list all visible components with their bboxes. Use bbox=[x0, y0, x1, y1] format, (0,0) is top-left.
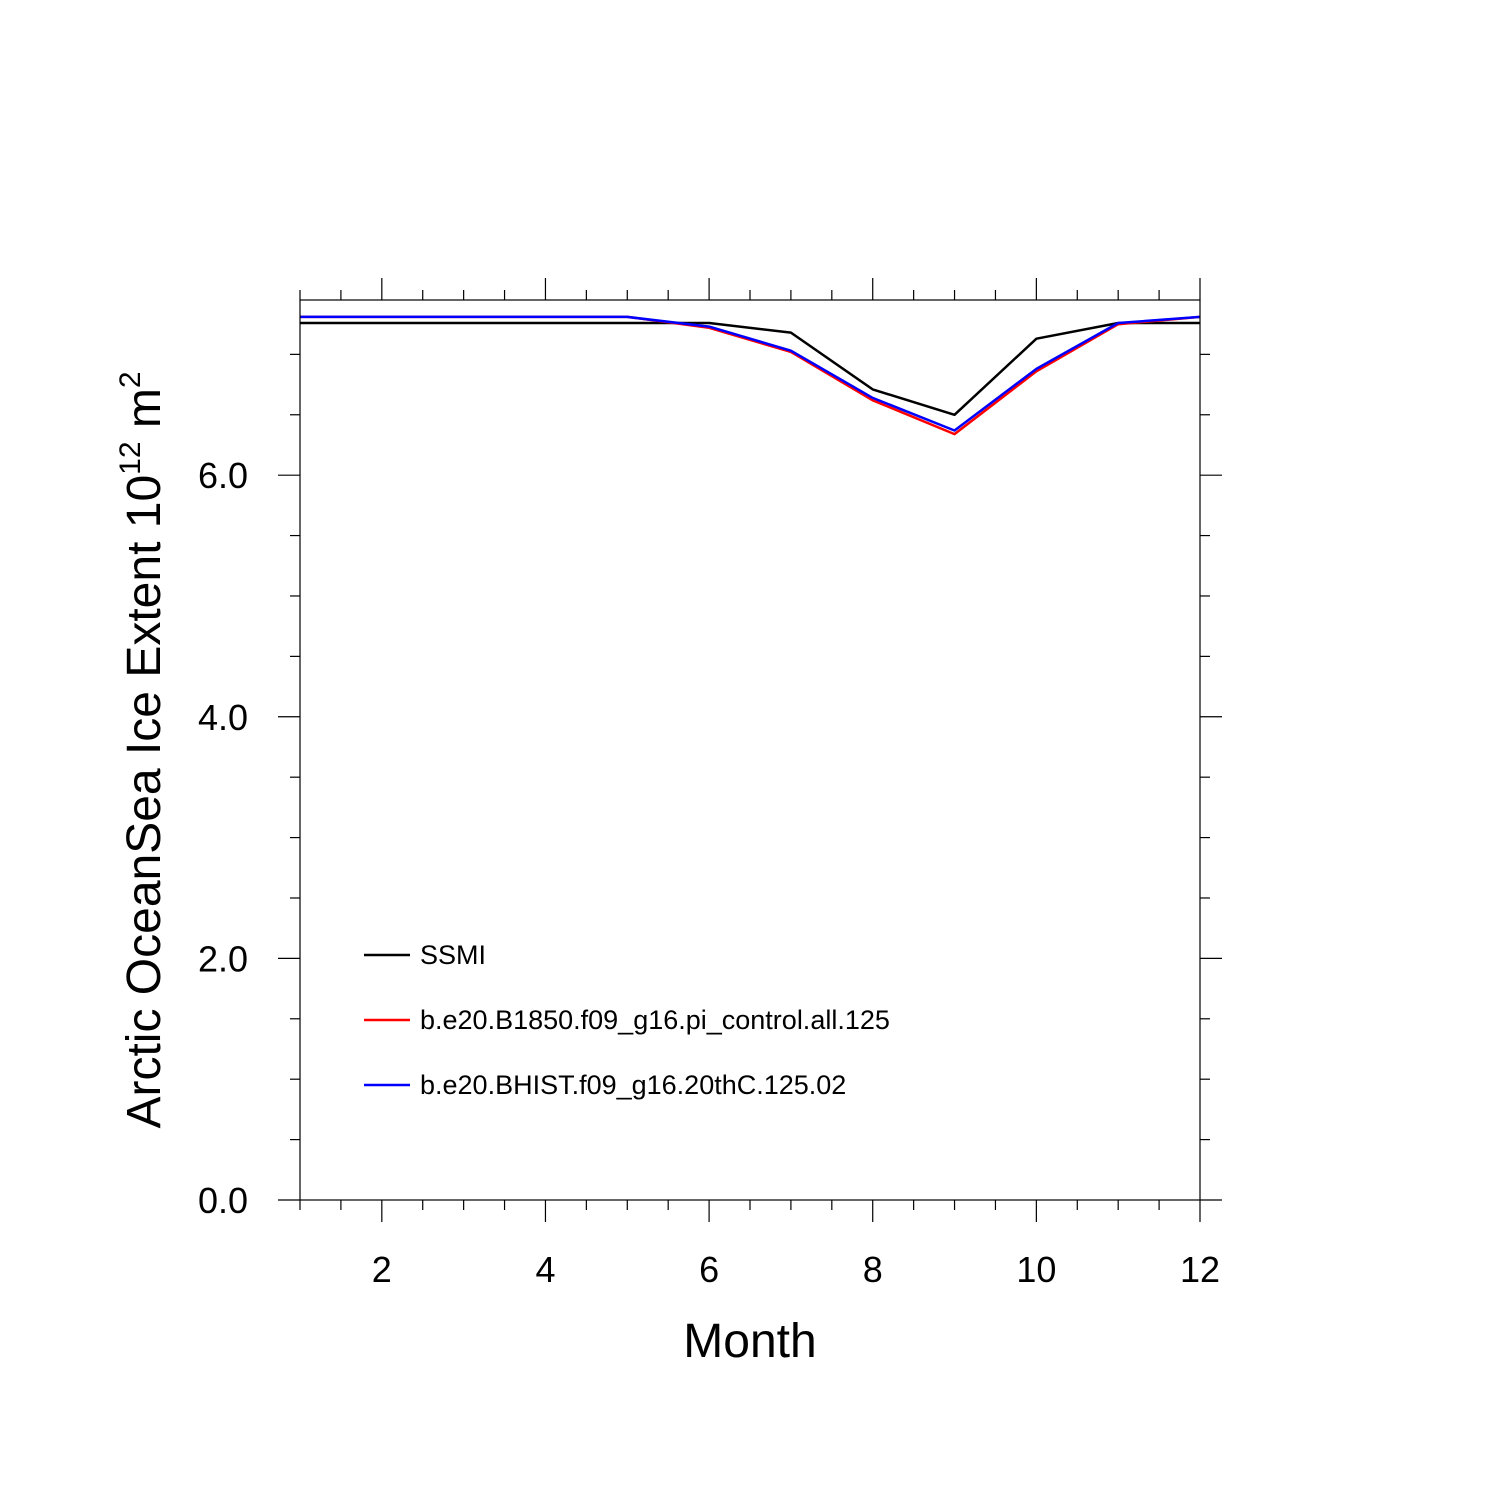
legend-label: b.e20.BHIST.f09_g16.20thC.125.02 bbox=[420, 1070, 846, 1100]
x-tick-label: 10 bbox=[1016, 1249, 1056, 1290]
x-tick-label: 12 bbox=[1180, 1249, 1220, 1290]
series-line bbox=[300, 321, 1200, 417]
y-tick-label: 4.0 bbox=[198, 697, 248, 738]
series-lines bbox=[300, 315, 1201, 436]
y-tick-label: 6.0 bbox=[198, 455, 248, 496]
y-axis-title-main: Arctic OceanSea Ice Extent 10 bbox=[118, 475, 171, 1129]
plot-frame bbox=[299, 299, 1201, 1201]
legend-label: b.e20.B1850.f09_g16.pi_control.all.125 bbox=[420, 1005, 890, 1035]
x-tick-label: 2 bbox=[372, 1249, 392, 1290]
y-tick-label: 2.0 bbox=[198, 938, 248, 979]
x-tick-label: 8 bbox=[863, 1249, 883, 1290]
legend: SSMI b.e20.B1850.f09_g16.pi_control.all.1… bbox=[364, 940, 890, 1100]
x-tick-label: 6 bbox=[699, 1249, 719, 1290]
tick-labels: 2 4 6 8 10 12 0.0 2.0 4.0 6.0 bbox=[198, 455, 1220, 1290]
x-tick-label: 4 bbox=[535, 1249, 555, 1290]
y-tick-label: 0.0 bbox=[198, 1180, 248, 1221]
x-axis-title: Month bbox=[683, 1315, 816, 1368]
y-axis-title-unit: m bbox=[118, 388, 171, 441]
y-axis-title-unit-exponent: 2 bbox=[114, 371, 147, 388]
series-line bbox=[300, 315, 1201, 432]
axis-ticks bbox=[278, 278, 1222, 1222]
y-axis-title-exponent: 12 bbox=[114, 441, 147, 474]
legend-label: SSMI bbox=[420, 940, 486, 970]
y-axis-title: Arctic OceanSea Ice Extent 1012 m2 bbox=[114, 371, 171, 1128]
